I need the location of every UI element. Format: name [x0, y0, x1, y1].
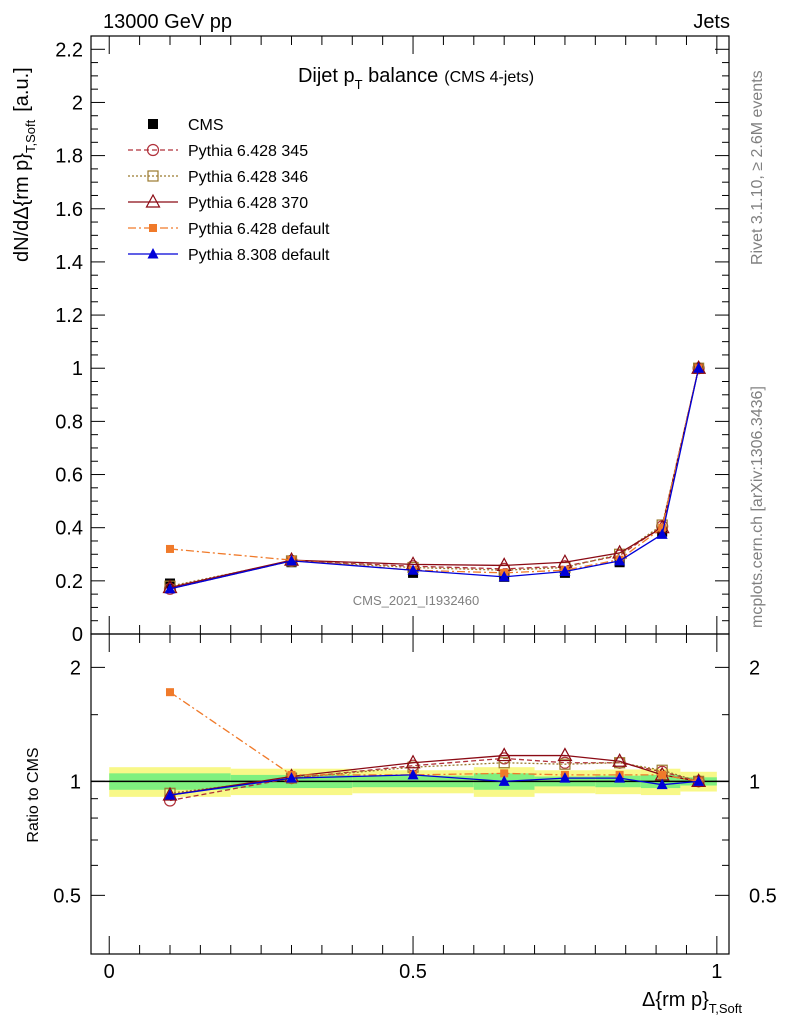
- main-y-tick-label: 2.2: [55, 39, 83, 61]
- legend-marker: [146, 143, 160, 157]
- main-point-pythia-8-308-default: [407, 564, 419, 575]
- ratio-line-pythia-8-308-default: [169, 774, 699, 796]
- ratio-point-pythia-8-308-default: [498, 775, 510, 786]
- ratio-y-tick-label-right: 1: [749, 771, 760, 793]
- legend-marker: [145, 193, 161, 208]
- legend-marker: [147, 170, 159, 182]
- main-line-pythia-6-428-default: [169, 368, 700, 574]
- ratio-point-pythia-8-308-default: [614, 772, 626, 783]
- main-y-axis: 0 0.2 0.4 0.6 0.8 1 1.2 1.4 1.6 1.8 2 2.2: [55, 39, 729, 646]
- ratio-point-pythia-6-428-370: [612, 753, 628, 767]
- main-y-tick-label: 0: [72, 624, 83, 646]
- main-title: Dijet pT balance (CMS 4-jets): [298, 65, 534, 92]
- analysis-watermark: CMS_2021_I1932460: [353, 593, 480, 608]
- x-tick-label: 1: [711, 961, 722, 983]
- main-point-pythia-8-308-default: [559, 565, 571, 577]
- x-axis-label: Δ{rm p}T,Soft: [642, 989, 742, 1016]
- header-process: 13000 GeV pp: [103, 11, 232, 33]
- legend-marker: [148, 119, 158, 129]
- legend-marker: [149, 224, 157, 232]
- ratio-line-pythia-6-428-370: [169, 754, 699, 796]
- ratio-line-pythia-6-428-345: [169, 757, 699, 802]
- mcplots-label: mcplots.cern.ch [arXiv:1306.3436]: [749, 386, 766, 628]
- header-category: Jets: [693, 11, 730, 33]
- main-y-tick-label: 0.2: [55, 571, 83, 593]
- main-ylabel: dN/dΔ{rm p}T,Soft[a.u.]: [11, 67, 38, 262]
- rivet-label: Rivet 3.1.10, ≥ 2.6M events: [749, 70, 766, 265]
- ratio-line-pythia-6-428-default: [169, 691, 699, 782]
- ratio-point-pythia-6-428-346: [498, 757, 510, 769]
- ratio-point-pythia-6-428-default: [500, 769, 509, 778]
- ratio-y-tick-label-right: 0.5: [749, 885, 777, 907]
- main-y-tick-label: 2: [72, 92, 83, 114]
- ratio-panel-frame: [90, 633, 730, 955]
- legend-marker: [147, 248, 159, 259]
- ratio-y-tick-label: 1: [70, 771, 81, 793]
- main-y-tick-label: 1.4: [55, 252, 83, 274]
- x-axis: 0 0.5 1: [104, 36, 722, 983]
- x-tick-label: 0: [104, 961, 115, 983]
- ratio-point-pythia-6-428-370: [405, 754, 421, 769]
- ratio-y-tick-label-right: 2: [749, 657, 760, 679]
- main-point-pythia-8-308-default: [286, 554, 298, 566]
- ratio-point-pythia-6-428-default: [658, 770, 667, 779]
- main-point-pythia-6-428-default: [658, 523, 667, 532]
- main-line-pythia-8-308-default: [169, 368, 700, 590]
- ratio-point-pythia-8-308-default: [286, 772, 298, 783]
- ratio-point-pythia-8-308-default: [407, 768, 419, 780]
- main-y-tick-label: 1.6: [55, 199, 83, 221]
- main-y-tick-label: 1.2: [55, 305, 83, 327]
- legend: CMS Pythia 6.428 345 Pythia 6.428 346 Pythi…: [128, 117, 330, 264]
- ratio-y-tick-label: 0.5: [53, 885, 81, 907]
- legend-label: Pythia 8.308 default: [188, 247, 330, 264]
- main-point-pythia-8-308-default: [164, 582, 176, 594]
- ratio-point-pythia-8-308-default: [693, 775, 705, 786]
- x-tick-label: 0.5: [399, 961, 427, 983]
- ratio-point-pythia-8-308-default: [656, 778, 668, 790]
- main-line-pythia-6-428-370: [169, 368, 700, 589]
- ratio-point-pythia-6-428-370: [557, 747, 573, 762]
- ratio-point-pythia-6-428-346: [559, 758, 571, 770]
- legend-label: Pythia 6.428 default: [188, 221, 330, 238]
- ratio-point-pythia-8-308-default: [164, 789, 176, 800]
- ratio-point-pythia-6-428-default: [165, 688, 174, 697]
- legend-label: Pythia 6.428 345: [188, 143, 308, 160]
- main-series: [162, 359, 707, 595]
- ratio-point-pythia-6-428-370: [496, 747, 512, 762]
- legend-label: CMS: [188, 117, 224, 134]
- main-point-pythia-8-308-default: [498, 570, 510, 582]
- main-point-pythia-6-428-default: [165, 544, 174, 553]
- main-y-tick-label: 0.4: [55, 518, 83, 540]
- main-point-pythia-8-308-default: [656, 528, 668, 539]
- main-y-tick-label: 1: [72, 358, 83, 380]
- main-y-tick-label: 0.6: [55, 465, 83, 487]
- legend-label: Pythia 6.428 370: [188, 195, 308, 212]
- main-point-pythia-8-308-default: [614, 554, 626, 566]
- main-y-tick-label: 0.8: [55, 411, 83, 433]
- main-point-pythia-8-308-default: [693, 362, 705, 373]
- legend-label: Pythia 6.428 346: [188, 169, 308, 186]
- ratio-y-tick-label: 2: [70, 657, 81, 679]
- ratio-point-pythia-8-308-default: [559, 772, 571, 783]
- ratio-ylabel: Ratio to CMS: [25, 747, 42, 842]
- main-y-tick-label: 1.8: [55, 146, 83, 168]
- ratio-series: [162, 688, 707, 807]
